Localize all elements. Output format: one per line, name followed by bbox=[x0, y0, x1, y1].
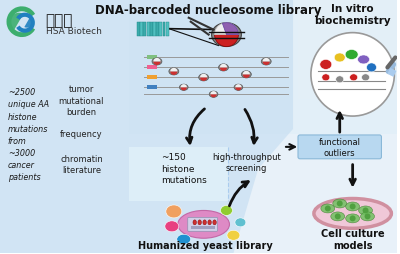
Polygon shape bbox=[0, 1, 293, 253]
Ellipse shape bbox=[234, 85, 243, 91]
Ellipse shape bbox=[261, 59, 271, 66]
Text: In vitro
biochemistry: In vitro biochemistry bbox=[314, 4, 391, 26]
Bar bbox=[191, 226, 214, 229]
Ellipse shape bbox=[169, 69, 179, 76]
Text: frequency: frequency bbox=[60, 130, 103, 138]
Ellipse shape bbox=[177, 234, 191, 244]
Text: DNA-barcoded nucleosome library: DNA-barcoded nucleosome library bbox=[95, 4, 322, 17]
Wedge shape bbox=[210, 92, 217, 95]
Text: functional
outliers: functional outliers bbox=[319, 137, 361, 157]
Circle shape bbox=[337, 201, 343, 207]
Bar bbox=[137, 23, 140, 37]
Bar bbox=[140, 23, 143, 37]
Wedge shape bbox=[243, 75, 250, 79]
Text: high-throughput
screening: high-throughput screening bbox=[212, 152, 281, 173]
FancyBboxPatch shape bbox=[298, 135, 382, 159]
Ellipse shape bbox=[180, 85, 188, 91]
Ellipse shape bbox=[322, 75, 330, 82]
Ellipse shape bbox=[333, 199, 347, 208]
Ellipse shape bbox=[360, 212, 374, 221]
Circle shape bbox=[350, 204, 356, 210]
Ellipse shape bbox=[235, 218, 246, 227]
Ellipse shape bbox=[346, 202, 360, 211]
Ellipse shape bbox=[345, 50, 358, 60]
Ellipse shape bbox=[241, 71, 251, 79]
Ellipse shape bbox=[166, 205, 182, 218]
Bar bbox=[147, 56, 157, 60]
Wedge shape bbox=[263, 62, 270, 66]
Text: ~2500
unique AA
histone
mutations
from
~3000
cancer
patients: ~2500 unique AA histone mutations from ~… bbox=[8, 88, 49, 182]
Wedge shape bbox=[214, 24, 238, 36]
Wedge shape bbox=[10, 14, 23, 30]
Ellipse shape bbox=[212, 24, 241, 47]
Wedge shape bbox=[181, 88, 187, 91]
Wedge shape bbox=[181, 85, 187, 88]
Text: chromatin
literature: chromatin literature bbox=[60, 154, 103, 174]
Circle shape bbox=[325, 206, 331, 212]
Circle shape bbox=[364, 214, 370, 219]
Ellipse shape bbox=[203, 220, 206, 225]
Wedge shape bbox=[200, 74, 207, 78]
Ellipse shape bbox=[350, 75, 358, 82]
Circle shape bbox=[362, 208, 368, 214]
Ellipse shape bbox=[314, 199, 391, 228]
Wedge shape bbox=[243, 71, 250, 75]
Ellipse shape bbox=[320, 60, 332, 70]
Wedge shape bbox=[170, 72, 178, 76]
Polygon shape bbox=[298, 1, 397, 100]
Wedge shape bbox=[263, 59, 270, 62]
Text: tumor
mutational
burden: tumor mutational burden bbox=[59, 85, 104, 117]
Bar bbox=[147, 66, 157, 70]
Wedge shape bbox=[235, 85, 242, 88]
Wedge shape bbox=[200, 78, 207, 82]
Wedge shape bbox=[220, 65, 227, 68]
Wedge shape bbox=[220, 68, 227, 72]
Wedge shape bbox=[153, 62, 160, 66]
Bar bbox=[150, 23, 153, 37]
Text: Cell culture
models: Cell culture models bbox=[321, 228, 384, 250]
Ellipse shape bbox=[358, 56, 370, 65]
Ellipse shape bbox=[227, 230, 240, 240]
Bar bbox=[147, 86, 157, 90]
Ellipse shape bbox=[321, 204, 335, 213]
Bar bbox=[147, 23, 150, 37]
Ellipse shape bbox=[178, 211, 230, 238]
Ellipse shape bbox=[198, 220, 202, 225]
Ellipse shape bbox=[193, 220, 196, 225]
Wedge shape bbox=[222, 24, 238, 36]
Bar bbox=[147, 76, 157, 80]
Ellipse shape bbox=[152, 59, 162, 66]
Wedge shape bbox=[153, 59, 160, 62]
Bar bbox=[153, 23, 156, 37]
Wedge shape bbox=[210, 95, 217, 98]
Bar bbox=[166, 23, 169, 37]
Ellipse shape bbox=[208, 220, 211, 225]
Ellipse shape bbox=[362, 75, 370, 82]
Circle shape bbox=[335, 214, 341, 219]
Bar bbox=[162, 23, 166, 37]
Polygon shape bbox=[129, 1, 397, 134]
Bar bbox=[144, 23, 146, 37]
Ellipse shape bbox=[213, 220, 216, 225]
Ellipse shape bbox=[366, 64, 376, 73]
Ellipse shape bbox=[358, 206, 372, 215]
Text: HSA Biotech: HSA Biotech bbox=[46, 27, 102, 36]
Bar bbox=[156, 23, 159, 37]
Ellipse shape bbox=[199, 74, 209, 82]
Wedge shape bbox=[170, 69, 178, 72]
Ellipse shape bbox=[165, 221, 179, 232]
Ellipse shape bbox=[218, 65, 228, 72]
Circle shape bbox=[350, 216, 356, 221]
Text: ~150
histone
mutations: ~150 histone mutations bbox=[161, 152, 207, 185]
Text: Humanized yeast library: Humanized yeast library bbox=[138, 240, 273, 250]
Wedge shape bbox=[24, 19, 32, 28]
Wedge shape bbox=[214, 36, 238, 47]
Bar bbox=[159, 23, 162, 37]
Ellipse shape bbox=[209, 92, 218, 98]
Bar bbox=[129, 147, 228, 202]
Circle shape bbox=[311, 34, 394, 117]
Ellipse shape bbox=[334, 54, 345, 63]
Ellipse shape bbox=[220, 206, 232, 216]
Wedge shape bbox=[235, 88, 242, 91]
